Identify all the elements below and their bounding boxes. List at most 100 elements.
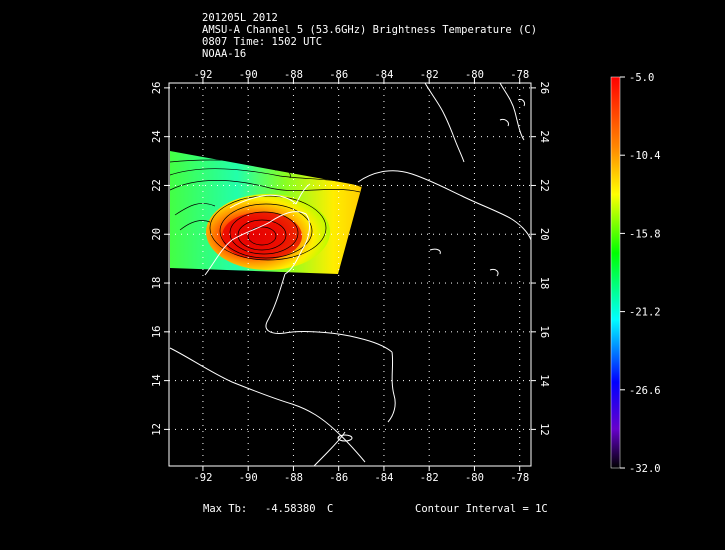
- graticule-dot: [457, 136, 458, 138]
- graticule-dot: [487, 136, 488, 138]
- graticule-dot: [271, 380, 272, 382]
- graticule-dot: [292, 245, 294, 246]
- graticule-dot: [493, 282, 494, 284]
- graticule-dot: [415, 233, 416, 235]
- graticule-dot: [338, 107, 340, 108]
- graticule-dot: [247, 401, 249, 402]
- graticule-dot: [338, 227, 340, 228]
- graticule-dot: [428, 203, 430, 204]
- graticule-dot: [428, 443, 430, 444]
- graticule-dot: [202, 89, 204, 90]
- graticule-dot: [487, 428, 488, 430]
- graticule-dot: [292, 227, 294, 228]
- graticule-dot: [427, 282, 428, 284]
- graticule-dot: [241, 331, 242, 333]
- graticule-dot: [343, 282, 344, 284]
- graticule-dot: [292, 257, 294, 258]
- graticule-dot: [397, 282, 398, 284]
- graticule-dot: [217, 428, 218, 430]
- graticule-dot: [361, 136, 362, 138]
- graticule-dot: [338, 191, 340, 192]
- graticule-dot: [337, 233, 338, 235]
- graticule-dot: [247, 293, 249, 294]
- graticule-dot: [445, 331, 446, 333]
- graticule-dot: [511, 184, 512, 186]
- graticule-dot: [277, 380, 278, 382]
- graticule-dot: [338, 215, 340, 216]
- graticule-dot: [247, 245, 249, 246]
- graticule-dot: [473, 431, 475, 432]
- graticule-dot: [383, 299, 385, 300]
- graticule-dot: [493, 380, 494, 382]
- graticule-dot: [475, 233, 476, 235]
- graticule-dot: [235, 380, 236, 382]
- graticule-dot: [338, 197, 340, 198]
- graticule-dot: [271, 184, 272, 186]
- graticule-dot: [428, 125, 430, 126]
- graticule-dot: [421, 233, 422, 235]
- graticule-dot: [292, 269, 294, 270]
- graticule-dot: [301, 233, 302, 235]
- graticule-dot: [481, 380, 482, 382]
- graticule-dot: [473, 203, 475, 204]
- graticule-dot: [289, 184, 290, 186]
- graticule-dot: [519, 389, 521, 390]
- graticule-dot: [519, 353, 521, 354]
- colorbar-label: -10.4: [629, 150, 661, 162]
- graticule-dot: [247, 341, 249, 342]
- graticule-dot: [292, 95, 294, 96]
- graticule-dot: [473, 377, 475, 378]
- graticule-dot: [202, 113, 204, 114]
- graticule-dot: [473, 101, 475, 102]
- graticule-dot: [428, 323, 430, 324]
- graticule-dot: [202, 203, 204, 204]
- graticule-dot: [473, 287, 475, 288]
- graticule-dot: [355, 331, 356, 333]
- graticule-dot: [427, 428, 428, 430]
- graticule-dot: [469, 331, 470, 333]
- graticule-dot: [409, 136, 410, 138]
- graticule-dot: [383, 161, 385, 162]
- graticule-dot: [517, 380, 518, 382]
- graticule-dot: [247, 281, 249, 282]
- graticule-dot: [265, 184, 266, 186]
- graticule-dot: [428, 131, 430, 132]
- graticule-dot: [433, 428, 434, 430]
- graticule-dot: [473, 119, 475, 120]
- graticule-dot: [202, 173, 204, 174]
- graticule-dot: [338, 407, 340, 408]
- graticule-dot: [265, 87, 266, 89]
- graticule-dot: [338, 161, 340, 162]
- colorbar: [610, 76, 621, 469]
- graticule-dot: [289, 87, 290, 89]
- graticule-dot: [439, 136, 440, 138]
- graticule-dot: [523, 87, 524, 89]
- graticule-dot: [229, 331, 230, 333]
- graticule-dot: [217, 331, 218, 333]
- graticule-dot: [361, 282, 362, 284]
- graticule-dot: [451, 87, 452, 89]
- graticule-dot: [247, 101, 249, 102]
- graticule-dot: [295, 428, 296, 430]
- graticule-dot: [211, 184, 212, 186]
- graticule-dot: [292, 395, 294, 396]
- max-tb-value: -4.58380: [265, 503, 316, 515]
- graticule-dot: [247, 227, 249, 228]
- graticule-dot: [202, 431, 204, 432]
- graticule-dot: [403, 428, 404, 430]
- graticule-dot: [292, 197, 294, 198]
- graticule-dot: [217, 184, 218, 186]
- graticule-dot: [385, 282, 386, 284]
- lon-label-top: -78: [510, 69, 529, 81]
- graticule-dot: [428, 401, 430, 402]
- graticule-dot: [433, 184, 434, 186]
- graticule-dot: [428, 413, 430, 414]
- graticule-dot: [499, 380, 500, 382]
- graticule-dot: [338, 395, 340, 396]
- graticule-dot: [473, 449, 475, 450]
- graticule-dot: [325, 87, 326, 89]
- graticule-dot: [337, 136, 338, 138]
- graticule-dot: [181, 380, 182, 382]
- graticule-dot: [202, 167, 204, 168]
